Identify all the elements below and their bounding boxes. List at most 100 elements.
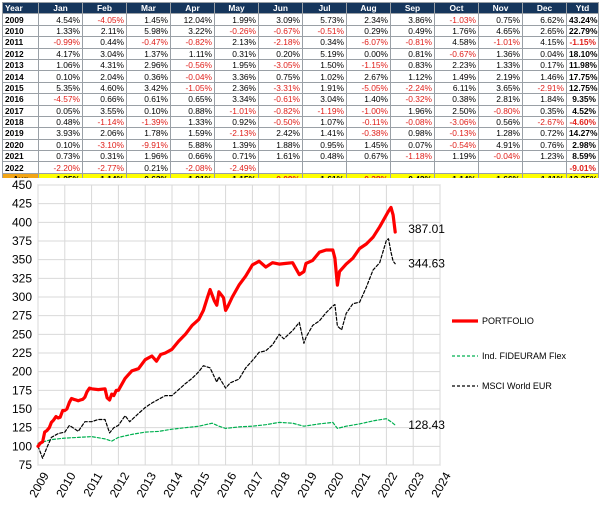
month-return-cell: 1.33%	[478, 58, 523, 72]
month-return-cell: 1.91%	[302, 81, 347, 95]
month-return-cell: -0.82%	[258, 104, 303, 117]
month-return-cell: 3.36%	[214, 70, 259, 83]
fideuram-line	[37, 418, 396, 444]
month-return-cell: -0.32%	[390, 93, 435, 106]
month-return-cell: 2.11%	[82, 24, 127, 38]
month-return-cell: 2.23%	[434, 58, 479, 72]
month-return-cell: 0.67%	[346, 150, 391, 163]
month-return-cell: 0.66%	[170, 150, 215, 163]
header-feb: Feb	[82, 1, 127, 15]
month-return-cell: 0.10%	[126, 104, 171, 117]
month-return-cell: 1.45%	[346, 138, 391, 152]
month-return-cell: -0.67%	[258, 24, 303, 38]
y-tick-label: 125	[12, 421, 32, 435]
portfolio-end-label: 387.01	[408, 222, 445, 236]
month-return-cell: 0.71%	[214, 150, 259, 163]
header-nov: Nov	[478, 1, 523, 15]
table-row: 2014 0.10% 2.04% 0.36% -0.04% 3.36% 0.75% 1.02%…	[2, 70, 599, 83]
row-year: 2013	[2, 58, 39, 72]
y-tick-label: 150	[12, 402, 32, 416]
month-return-cell: 2.96%	[126, 58, 171, 72]
y-tick-label: 375	[12, 234, 32, 248]
month-return-cell: 0.92%	[214, 115, 259, 129]
month-return-cell: 4.54%	[38, 13, 83, 26]
row-year: 2018	[2, 115, 39, 129]
month-return-cell: -1.39%	[126, 115, 171, 129]
month-return-cell: 1.49%	[434, 70, 479, 83]
header-ytd: Ytd	[566, 1, 599, 15]
month-return-cell: 1.07%	[302, 115, 347, 129]
month-return-cell: 2.19%	[478, 70, 523, 83]
header-apr: Apr	[170, 1, 215, 15]
chart-grid	[37, 184, 441, 466]
month-return-cell: -0.61%	[258, 93, 303, 106]
month-return-cell: -3.06%	[434, 115, 479, 129]
header-jun: Jun	[258, 1, 303, 15]
table-row: 2022 -2.20% -2.77% 0.21% -2.08% -2.49% -9.01%	[2, 161, 599, 174]
month-return-cell: -3.31%	[258, 81, 303, 95]
y-tick-label: 400	[12, 215, 32, 229]
month-return-cell: -0.81%	[390, 36, 435, 49]
month-return-cell: -2.49%	[214, 161, 259, 174]
header-oct: Oct	[434, 1, 479, 15]
portfolio-line	[36, 205, 397, 448]
legend-label: MSCI World EUR	[482, 381, 552, 391]
month-return-cell: 3.34%	[214, 93, 259, 106]
month-return-cell: -2.08%	[170, 161, 215, 174]
month-return-cell: 1.95%	[214, 58, 259, 72]
month-return-cell: 0.17%	[522, 58, 567, 72]
table-row: 2021 0.73% 0.31% 1.96% 0.66% 0.71% 1.61% 0.48% 0…	[2, 150, 599, 163]
row-year: 2016	[2, 93, 39, 106]
month-return-cell: 0.36%	[126, 70, 171, 83]
ytd-cell: 22.79%	[566, 24, 599, 38]
month-return-cell: 0.31%	[214, 47, 259, 60]
header-dec: Dec	[522, 1, 567, 15]
month-return-cell: 2.65%	[522, 24, 567, 38]
row-year: 2022	[2, 161, 39, 174]
month-return-cell: -1.14%	[82, 115, 127, 129]
month-return-cell: 5.88%	[170, 138, 215, 152]
legend-label: PORTFOLIO	[482, 316, 534, 326]
month-return-cell: -2.18%	[258, 36, 303, 49]
row-year: 2015	[2, 81, 39, 95]
month-return-cell: 1.11%	[170, 47, 215, 60]
header-year: Year	[2, 1, 39, 15]
header-jul: Jul	[302, 1, 347, 15]
month-return-cell: 2.13%	[214, 36, 259, 49]
y-tick-label: 175	[12, 383, 32, 397]
month-return-cell: -1.19%	[302, 104, 347, 117]
month-return-cell: 0.34%	[302, 36, 347, 49]
month-return-cell: 1.88%	[258, 138, 303, 152]
month-return-cell: 0.05%	[38, 104, 83, 117]
month-return-cell: 1.28%	[478, 127, 523, 140]
month-return-cell: 0.31%	[82, 150, 127, 163]
month-return-cell: 3.42%	[126, 81, 171, 95]
month-return-cell: -0.51%	[302, 24, 347, 38]
y-tick-label: 200	[12, 365, 32, 379]
month-return-cell: 4.17%	[38, 47, 83, 60]
header-jan: Jan	[38, 1, 83, 15]
month-return-cell: -2.91%	[522, 81, 567, 95]
month-return-cell: 1.96%	[126, 150, 171, 163]
month-return-cell: 1.99%	[214, 13, 259, 26]
month-return-cell: 1.06%	[38, 58, 83, 72]
month-return-cell: -0.04%	[478, 150, 523, 163]
month-return-cell: 3.22%	[170, 24, 215, 38]
month-return-cell: 0.10%	[38, 138, 83, 152]
month-return-cell: -0.50%	[258, 115, 303, 129]
table-row: 2015 5.35% 4.60% 3.42% -1.05% 2.36% -3.31% 1.91…	[2, 81, 599, 95]
month-return-cell: 1.61%	[258, 150, 303, 163]
row-year: 2010	[2, 24, 39, 38]
ytd-cell: 18.10%	[566, 47, 599, 60]
month-return-cell: -0.08%	[390, 115, 435, 129]
month-return-cell: -4.57%	[38, 93, 83, 106]
month-return-cell: -0.67%	[434, 47, 479, 60]
month-return-cell: 0.95%	[302, 138, 347, 152]
month-return-cell: 4.60%	[82, 81, 127, 95]
month-return-cell: -4.05%	[82, 13, 127, 26]
y-tick-label: 100	[12, 439, 32, 453]
month-return-cell: -0.82%	[170, 36, 215, 49]
month-return-cell: 6.62%	[522, 13, 567, 26]
month-return-cell: -0.54%	[434, 138, 479, 152]
month-return-cell: 3.04%	[302, 93, 347, 106]
